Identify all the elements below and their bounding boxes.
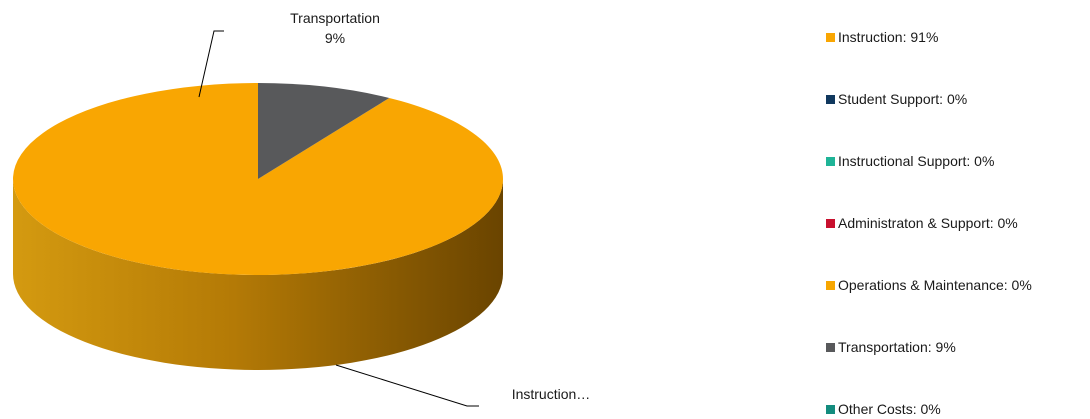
- legend-swatch: [826, 280, 835, 290]
- legend-swatch: [826, 218, 835, 228]
- legend-item: Administraton & Support: 0%: [826, 213, 1018, 233]
- legend-label: Other Costs: 0%: [838, 401, 941, 417]
- data-label-transportation-name: Transportation: [290, 10, 380, 26]
- legend-item: Student Support: 0%: [826, 89, 967, 109]
- legend-swatch: [826, 94, 835, 104]
- leader-line-instruction: [335, 364, 479, 407]
- legend-item: Transportation: 9%: [826, 337, 956, 357]
- pie-slices: [12, 83, 504, 275]
- legend-item: Instruction: 91%: [826, 27, 938, 47]
- data-label-transportation-value: 9%: [325, 30, 345, 46]
- legend-label: Student Support: 0%: [838, 91, 968, 107]
- legend-swatch: [826, 32, 835, 42]
- legend-label: Operations & Maintenance: 0%: [838, 277, 1032, 293]
- legend-item: Other Costs: 0%: [826, 399, 941, 419]
- legend-swatch: [826, 156, 835, 166]
- legend-label: Administraton & Support: 0%: [838, 215, 1018, 231]
- legend-label: Instructional Support: 0%: [838, 153, 995, 169]
- pie-side-instruction: [13, 179, 503, 370]
- legend-swatch: [826, 342, 835, 352]
- legend-label: Instruction: 91%: [838, 29, 939, 45]
- pie-slice-transportation: [258, 83, 390, 179]
- legend-item: Instructional Support: 0%: [826, 151, 994, 171]
- leader-lines: [198, 30, 479, 407]
- data-label-instruction: Instruction…: [512, 386, 591, 402]
- pie-side-wall: [13, 179, 503, 370]
- legend-item: Operations & Maintenance: 0%: [826, 275, 1032, 295]
- pie-chart: Transportation 9% Instruction…: [12, 10, 591, 407]
- legend-label: Transportation: 9%: [838, 339, 956, 355]
- leader-line-transportation: [198, 30, 224, 98]
- legend-swatch: [826, 404, 835, 414]
